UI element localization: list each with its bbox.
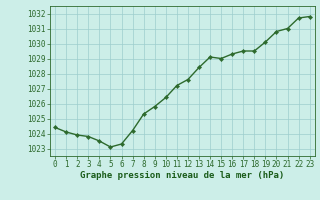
X-axis label: Graphe pression niveau de la mer (hPa): Graphe pression niveau de la mer (hPa)	[80, 171, 284, 180]
